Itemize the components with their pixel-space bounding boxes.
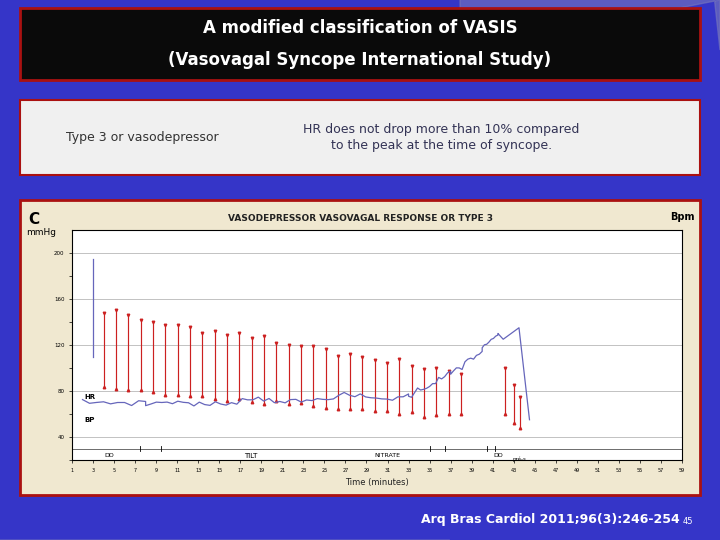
FancyBboxPatch shape xyxy=(20,100,700,175)
Text: TILT: TILT xyxy=(244,453,258,459)
Text: DD: DD xyxy=(104,453,114,458)
Text: pré-s: pré-s xyxy=(512,456,526,462)
FancyBboxPatch shape xyxy=(20,200,700,495)
Text: HR does not drop more than 10% compared
to the peak at the time of syncope.: HR does not drop more than 10% compared … xyxy=(303,123,580,152)
Text: Arq Bras Cardiol 2011;96(3):246-254: Arq Bras Cardiol 2011;96(3):246-254 xyxy=(421,513,680,526)
Text: DD: DD xyxy=(493,453,503,458)
Text: HR: HR xyxy=(85,394,96,400)
Text: C: C xyxy=(28,212,39,227)
Text: mmHg: mmHg xyxy=(26,228,56,237)
Text: Bpm: Bpm xyxy=(670,212,695,222)
X-axis label: Time (minutes): Time (minutes) xyxy=(345,478,409,487)
Text: 45: 45 xyxy=(683,517,693,526)
Text: NITRATE: NITRATE xyxy=(374,453,400,458)
Text: BP: BP xyxy=(85,417,95,423)
Polygon shape xyxy=(460,0,720,50)
Text: (Vasovagal Syncope International Study): (Vasovagal Syncope International Study) xyxy=(168,51,552,69)
Text: A modified classification of VASIS: A modified classification of VASIS xyxy=(203,19,517,37)
FancyBboxPatch shape xyxy=(20,8,700,80)
Text: Type 3 or vasodepressor: Type 3 or vasodepressor xyxy=(66,131,219,144)
Text: VASODEPRESSOR VASOVAGAL RESPONSE OR TYPE 3: VASODEPRESSOR VASOVAGAL RESPONSE OR TYPE… xyxy=(228,214,492,223)
